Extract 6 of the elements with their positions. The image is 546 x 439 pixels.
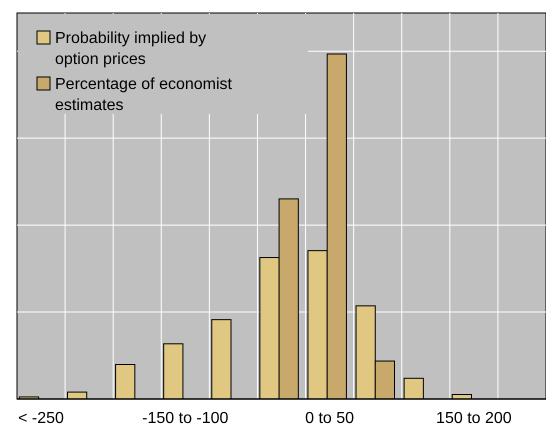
x-tick-label: 150 to 200 <box>436 410 512 427</box>
legend-label: Percentage of economist estimates <box>55 76 233 114</box>
x-tick-label: -150 to -100 <box>142 410 229 427</box>
legend-label: Probability implied by option prices <box>55 30 206 68</box>
x-tick-label: 0 to 50 <box>305 410 354 427</box>
x-tick-label: < -250 <box>18 410 64 427</box>
